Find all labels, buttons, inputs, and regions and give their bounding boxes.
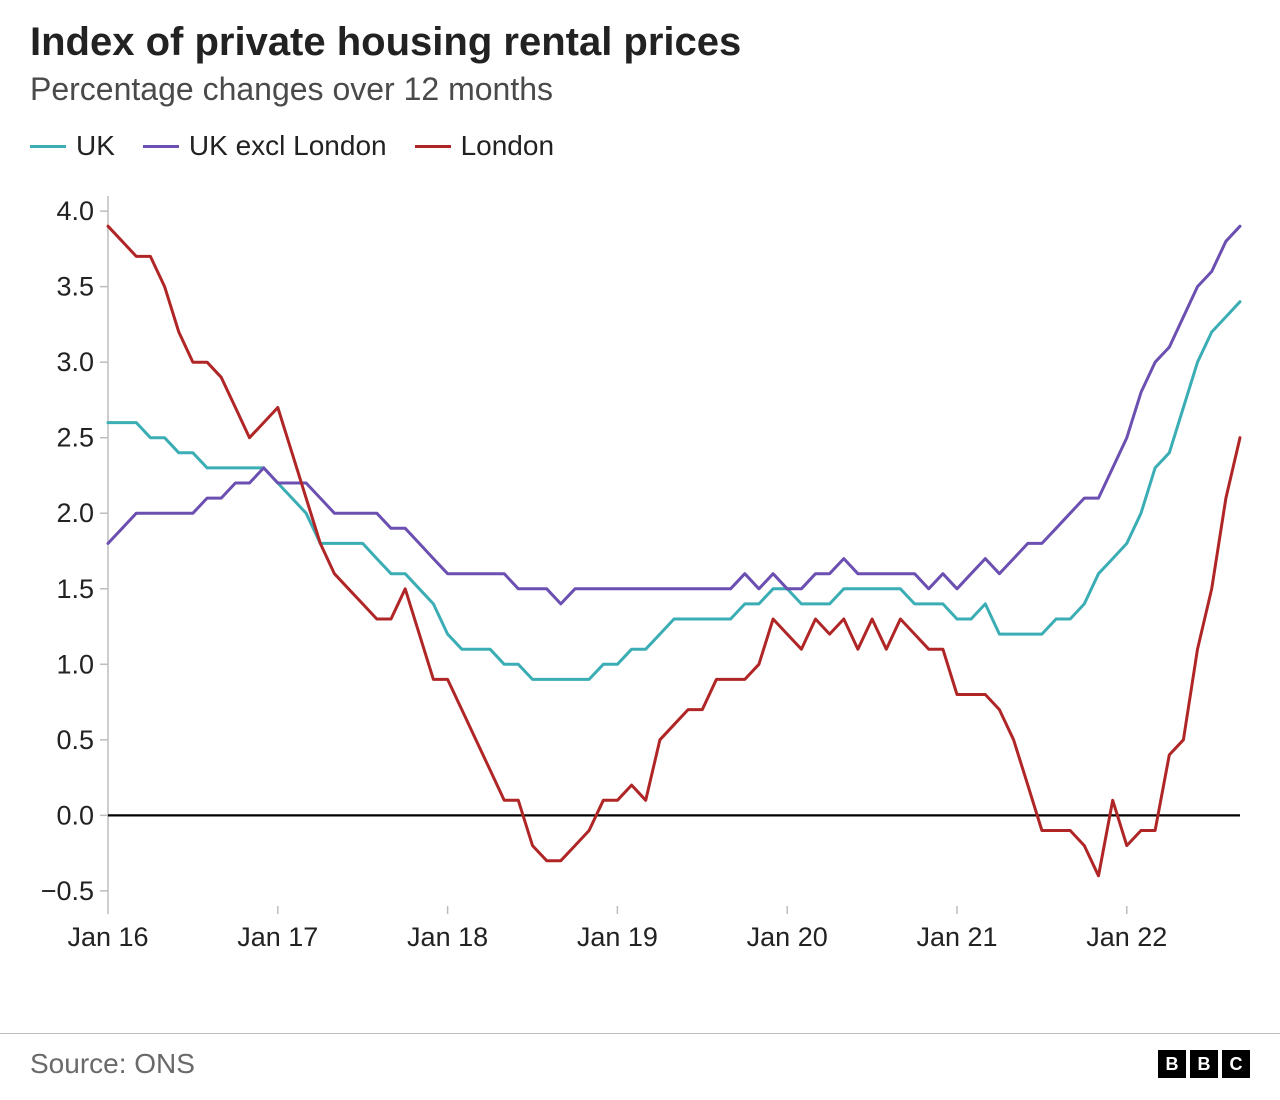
svg-text:1.0: 1.0 (56, 649, 94, 679)
svg-text:Jan 20: Jan 20 (747, 922, 828, 952)
svg-text:3.5: 3.5 (56, 272, 94, 302)
legend-item-uk: UK (30, 130, 115, 162)
chart-area: −0.5 0.0 0.5 1.0 1.5 2.0 2.5 3.0 3.5 4.0 Jan 16 Jan… (30, 176, 1250, 971)
legend-swatch-london (415, 145, 451, 148)
legend-item-london: London (415, 130, 554, 162)
chart-subtitle: Percentage changes over 12 months (30, 71, 1250, 108)
legend-item-uk-excl-london: UK excl London (143, 130, 387, 162)
svg-text:Jan 19: Jan 19 (577, 922, 658, 952)
svg-text:1.5: 1.5 (56, 574, 94, 604)
legend: UK UK excl London London (30, 130, 1250, 162)
svg-text:3.0: 3.0 (56, 347, 94, 377)
svg-text:4.0: 4.0 (56, 196, 94, 226)
chart-title: Index of private housing rental prices (30, 20, 1250, 65)
bbc-logo: B B C (1158, 1050, 1250, 1078)
svg-text:−0.5: −0.5 (41, 876, 94, 906)
svg-text:Jan 16: Jan 16 (67, 922, 148, 952)
legend-swatch-uk-excl-london (143, 145, 179, 148)
svg-text:Jan 18: Jan 18 (407, 922, 488, 952)
legend-label-london: London (461, 130, 554, 162)
bbc-logo-c: C (1222, 1050, 1250, 1078)
svg-text:Jan 21: Jan 21 (916, 922, 997, 952)
svg-text:2.0: 2.0 (56, 498, 94, 528)
legend-label-uk: UK (76, 130, 115, 162)
svg-text:0.0: 0.0 (56, 800, 94, 830)
svg-text:2.5: 2.5 (56, 423, 94, 453)
svg-text:Jan 17: Jan 17 (237, 922, 318, 952)
bbc-logo-b2: B (1190, 1050, 1218, 1078)
bbc-logo-b1: B (1158, 1050, 1186, 1078)
source-label: Source: ONS (30, 1048, 195, 1080)
legend-swatch-uk (30, 145, 66, 148)
line-chart-svg: −0.5 0.0 0.5 1.0 1.5 2.0 2.5 3.0 3.5 4.0 Jan 16 Jan… (30, 176, 1250, 966)
legend-label-uk-excl-london: UK excl London (189, 130, 387, 162)
svg-text:Jan 22: Jan 22 (1086, 922, 1167, 952)
svg-text:0.5: 0.5 (56, 725, 94, 755)
